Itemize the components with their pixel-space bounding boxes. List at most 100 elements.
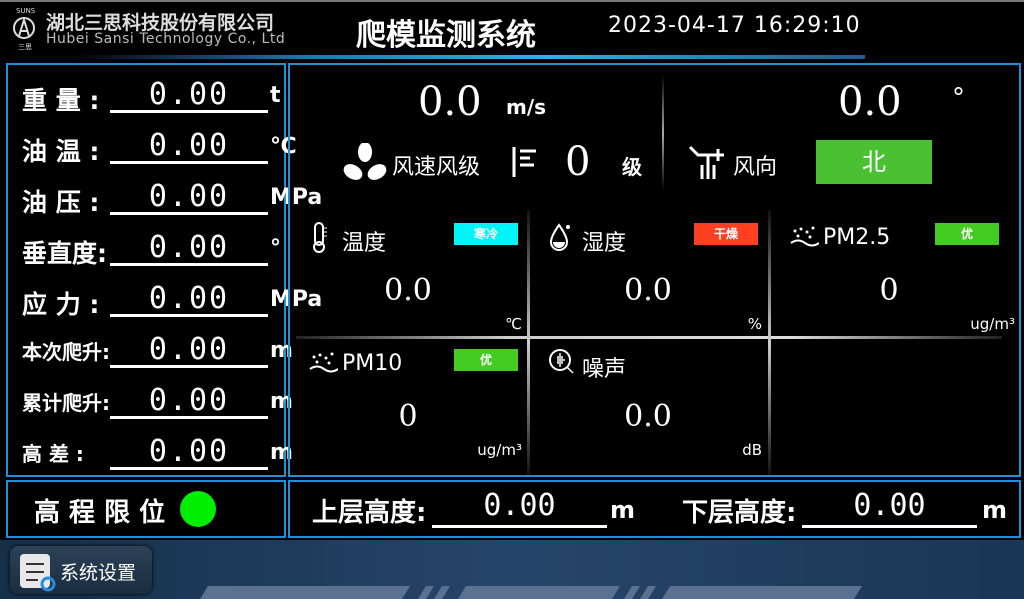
right-panel: 0.0 m/s 风速风级 0 级 0.0 ° 风向 北 温度 寒冷 0.0 ℃ 湿度 干燥…	[288, 63, 1021, 477]
page-title: 爬模监测系统	[356, 18, 536, 53]
measure-unit: MPa	[270, 185, 323, 210]
left-panel: 重 量 :0.00 t 油 温 :0.00 ℃ 油 压 :0.00 MPa 垂直度: 0.00…	[6, 63, 322, 477]
measure-value: 0.00	[110, 383, 268, 419]
env-name: PM2.5	[823, 225, 891, 250]
height-panel: 上层高度: 0.00 m 下层高度: 0.00 m	[288, 480, 1021, 538]
env-unit: ℃	[505, 315, 522, 333]
wind-speed-label: 风速风级	[392, 155, 481, 180]
grid-line	[296, 336, 1002, 339]
env-name: 温度	[342, 231, 387, 256]
noise-icon	[549, 349, 574, 374]
env-name: 噪声	[582, 357, 627, 382]
wind-direction-unit: °	[952, 83, 965, 113]
env-value: 0.0	[384, 273, 432, 308]
env-unit: dB	[742, 441, 762, 459]
company-logo: SUNS 三思	[13, 7, 36, 50]
lower-height-label: 下层高度:	[682, 498, 797, 528]
env-cell-1: 湿度 干燥 0.0%	[536, 211, 768, 335]
wind-direction-badge: 北	[816, 140, 932, 184]
system-settings-button[interactable]: 系统设置	[10, 546, 152, 594]
measure-value: 0.00	[110, 281, 268, 317]
grid-line	[768, 210, 771, 475]
wind-level-value: 0	[565, 139, 591, 185]
measure-unit: m	[270, 440, 293, 465]
measure-label: 垂直度:	[22, 239, 107, 268]
env-unit: %	[747, 315, 762, 333]
measure-unit: m	[270, 338, 293, 363]
env-status-badge: 优	[454, 349, 518, 371]
wind-speed-unit: m/s	[506, 95, 547, 119]
measure-row: 高 差 : 0.00 m	[22, 434, 293, 474]
decorative-stripes	[200, 586, 862, 599]
upper-height-value: 0.00	[432, 488, 607, 528]
env-value: 0.0	[624, 399, 672, 434]
top-border	[0, 0, 1024, 2]
env-value: 0.0	[624, 273, 672, 308]
env-unit: ug/m³	[477, 441, 522, 459]
measure-label: 应 力 :	[22, 290, 100, 319]
env-name: 湿度	[582, 231, 627, 256]
upper-height-label: 上层高度:	[312, 498, 427, 528]
measure-label: 重 量 :	[22, 86, 100, 115]
limit-status-indicator	[180, 491, 216, 527]
env-unit: ug/m³	[970, 315, 1015, 333]
measure-row: 油 温 : 0.00 ℃	[22, 128, 297, 168]
wind-level-icon	[512, 147, 536, 177]
env-value: 0	[398, 399, 418, 434]
measure-unit: m	[270, 389, 293, 414]
water-drop-icon	[549, 223, 570, 251]
divider	[662, 75, 664, 191]
header-divider	[70, 55, 865, 59]
measure-unit: °	[270, 236, 281, 261]
datetime: 2023-04-17 16:29:10	[608, 13, 861, 38]
measure-value: 0.00	[110, 128, 268, 164]
svg-text:SUNS: SUNS	[16, 7, 36, 15]
lower-height-unit: m	[982, 496, 1008, 524]
wind-level-unit: 级	[622, 155, 642, 179]
wind-vane-icon	[688, 145, 724, 179]
measure-label: 本次爬升:	[22, 340, 110, 364]
measure-row: 油 压 : 0.00 MPa	[22, 179, 322, 219]
env-value: 0	[879, 273, 899, 308]
dust-icon	[309, 352, 338, 373]
limit-label: 高 程 限 位	[34, 498, 166, 528]
env-cell-3: PM10 优 0 ug/m³	[296, 337, 528, 461]
upper-height-unit: m	[610, 496, 636, 524]
company-name-cn: 湖北三思科技股份有限公司	[46, 12, 275, 34]
dust-icon	[790, 226, 819, 247]
measure-value: 0.00	[110, 77, 268, 113]
env-cell-0: 温度 寒冷 0.0 ℃	[296, 211, 528, 335]
measure-label: 高 差 :	[22, 442, 84, 466]
svg-text:三思: 三思	[18, 43, 32, 50]
wind-speed-value: 0.0	[418, 79, 482, 125]
env-status-badge: 寒冷	[454, 223, 518, 245]
measure-row: 应 力 : 0.00 MPa	[22, 281, 322, 321]
measure-value: 0.00	[110, 434, 268, 470]
wind-direction-value: 0.0	[838, 79, 902, 125]
env-cell-2: PM2.5 优 0 ug/m³	[777, 211, 1015, 335]
fan-icon	[343, 143, 387, 180]
grid-line	[527, 210, 530, 475]
measure-row: 累计爬升: 0.00 m	[22, 383, 293, 423]
env-status-badge: 干燥	[694, 223, 758, 245]
measure-row: 垂直度: 0.00 °	[22, 230, 287, 270]
lower-height-value: 0.00	[802, 488, 977, 528]
measure-value: 0.00	[110, 332, 268, 368]
thermometer-icon	[313, 222, 327, 253]
limit-panel: 高 程 限 位	[6, 480, 286, 538]
env-status-badge: 优	[935, 223, 999, 245]
measure-unit: ℃	[270, 134, 297, 159]
measure-value: 0.00	[110, 230, 268, 266]
system-settings-label: 系统设置	[60, 562, 137, 584]
settings-icon	[20, 554, 56, 592]
env-cell-4: 噪声 0.0 dB	[536, 337, 768, 461]
measure-unit: t	[270, 83, 281, 108]
company-name-en: Hubei Sansi Technology Co., Ltd	[46, 31, 286, 47]
measure-unit: MPa	[270, 287, 323, 312]
measure-label: 累计爬升:	[22, 391, 110, 415]
measure-label: 油 温 :	[22, 137, 100, 166]
wind-direction-label: 风向	[733, 155, 778, 180]
measure-row: 本次爬升: 0.00 m	[22, 332, 293, 372]
measure-row: 重 量 : 0.00 t	[22, 77, 287, 117]
env-name: PM10	[342, 351, 403, 376]
